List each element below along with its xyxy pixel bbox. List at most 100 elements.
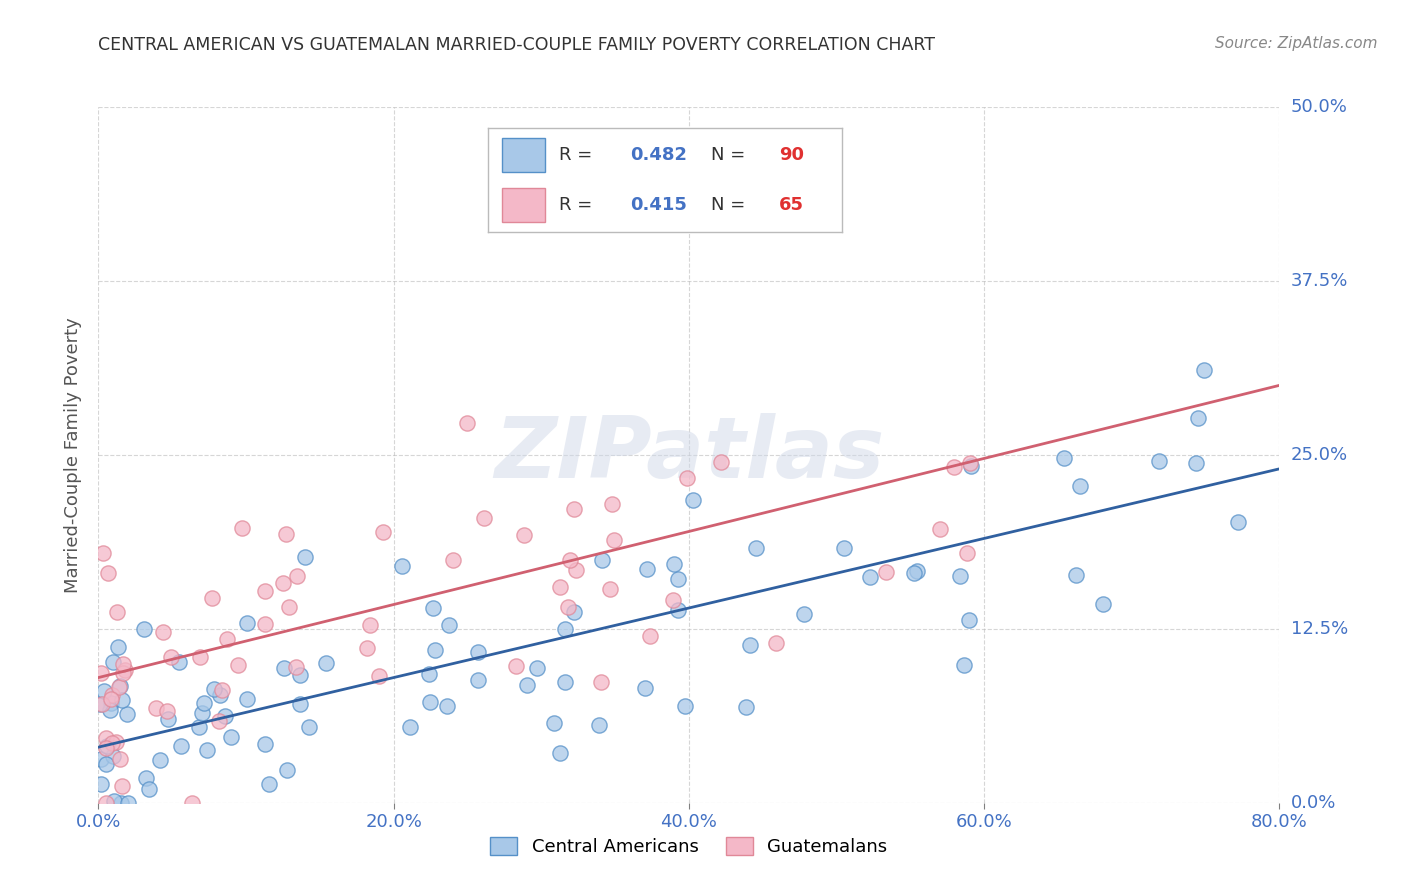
Text: CENTRAL AMERICAN VS GUATEMALAN MARRIED-COUPLE FAMILY POVERTY CORRELATION CHART: CENTRAL AMERICAN VS GUATEMALAN MARRIED-C… <box>98 36 935 54</box>
Point <box>257 777 280 791</box>
Point <box>548 746 571 760</box>
Point <box>423 643 446 657</box>
Point <box>202 682 225 697</box>
Point <box>96 739 118 753</box>
Point <box>100 691 122 706</box>
Point <box>543 716 565 731</box>
Point <box>110 779 132 793</box>
Point <box>662 593 685 607</box>
Legend: Central Americans, Guatemalans: Central Americans, Guatemalans <box>484 830 894 863</box>
Point <box>90 665 112 680</box>
Point <box>285 660 308 674</box>
Point <box>285 569 308 583</box>
Point <box>89 698 111 712</box>
Point <box>110 796 132 810</box>
Point <box>710 455 733 469</box>
Point <box>1069 479 1091 493</box>
Point <box>187 720 209 734</box>
Point <box>638 630 661 644</box>
Point <box>103 748 125 763</box>
Point <box>875 565 897 579</box>
Point <box>956 546 979 560</box>
Point <box>294 549 316 564</box>
Text: Source: ZipAtlas.com: Source: ZipAtlas.com <box>1215 36 1378 51</box>
Point <box>221 730 243 744</box>
Point <box>96 566 118 581</box>
Point <box>273 575 295 590</box>
Point <box>188 649 211 664</box>
Point <box>138 782 160 797</box>
Point <box>673 699 696 714</box>
Point <box>765 636 787 650</box>
Point <box>90 752 112 766</box>
Point <box>156 704 179 718</box>
Point <box>928 522 950 536</box>
Point <box>111 692 134 706</box>
Point <box>562 501 585 516</box>
Point <box>960 458 983 473</box>
Point <box>368 668 391 682</box>
Point <box>101 656 124 670</box>
Point <box>1187 411 1209 425</box>
Point <box>600 496 623 510</box>
Point <box>793 607 815 622</box>
Point <box>436 698 458 713</box>
Point <box>859 570 882 584</box>
Point <box>554 622 576 636</box>
Text: 37.5%: 37.5% <box>1291 272 1348 290</box>
Point <box>1149 453 1171 467</box>
Point <box>273 661 295 675</box>
Point <box>298 720 321 734</box>
Point <box>169 655 191 669</box>
Text: 25.0%: 25.0% <box>1291 446 1348 464</box>
Point <box>105 735 128 749</box>
Point <box>589 674 612 689</box>
Point <box>156 712 179 726</box>
Point <box>107 640 129 654</box>
Point <box>905 565 928 579</box>
Point <box>558 553 581 567</box>
Point <box>254 617 277 632</box>
Point <box>735 699 758 714</box>
Point <box>666 573 689 587</box>
Point <box>235 692 257 706</box>
Point <box>441 553 464 567</box>
Point <box>288 668 311 682</box>
Point <box>550 580 572 594</box>
Point <box>201 591 224 606</box>
Point <box>634 681 657 696</box>
Point <box>91 546 114 560</box>
Point <box>953 658 976 673</box>
Point <box>467 673 489 688</box>
Point <box>513 527 536 541</box>
Point <box>96 740 118 755</box>
Point <box>93 684 115 698</box>
Point <box>231 521 253 535</box>
Point <box>565 563 588 577</box>
Point <box>1052 451 1074 466</box>
Point <box>208 688 231 702</box>
Point <box>107 681 129 695</box>
Point <box>745 541 768 556</box>
Point <box>145 701 167 715</box>
Point <box>959 456 981 470</box>
Point <box>682 492 704 507</box>
Point <box>193 697 215 711</box>
Point <box>676 471 699 485</box>
Point <box>418 667 440 681</box>
Point <box>666 602 689 616</box>
Point <box>942 459 965 474</box>
Point <box>214 709 236 723</box>
Point <box>1226 515 1249 529</box>
Point <box>160 650 183 665</box>
Point <box>359 617 381 632</box>
Point <box>100 696 122 710</box>
Point <box>98 703 121 717</box>
Point <box>254 583 277 598</box>
Point <box>215 632 238 647</box>
Point <box>170 739 193 753</box>
Point <box>419 695 441 709</box>
Point <box>152 624 174 639</box>
Text: ZIPatlas: ZIPatlas <box>494 413 884 497</box>
Point <box>101 736 124 750</box>
